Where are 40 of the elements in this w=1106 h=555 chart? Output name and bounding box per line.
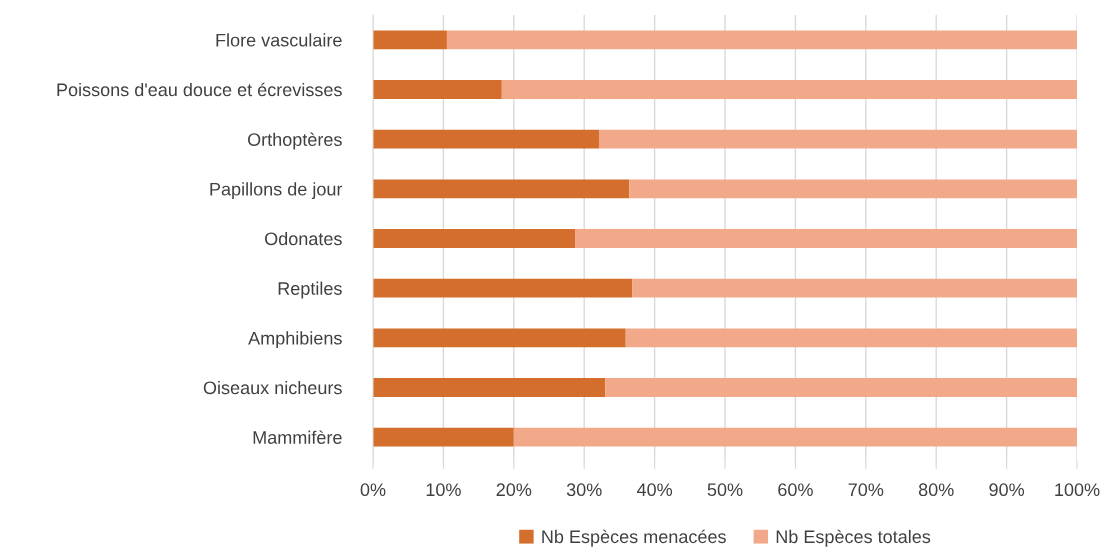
bar <box>598 129 1077 149</box>
bar <box>373 278 633 298</box>
x-tick-label: 100% <box>1055 483 1100 497</box>
y-tick-label: Poissons d'eau douce et écrevisses <box>57 82 342 97</box>
y-tick-label: Flore vasculaire <box>216 33 342 47</box>
bar <box>625 328 1077 348</box>
bar <box>513 427 1077 447</box>
y-tick-label: Mammifère <box>253 430 342 444</box>
bar <box>575 229 1077 248</box>
y-tick-label: Orthoptères <box>247 132 342 150</box>
bar <box>632 278 1077 298</box>
legend-label: Nb Espèces totales <box>776 529 931 547</box>
x-tick-label: 50% <box>707 483 743 497</box>
x-tick-label: 40% <box>636 483 673 497</box>
bar <box>629 179 1077 199</box>
x-tick-label: 20% <box>496 483 532 497</box>
bar <box>373 179 630 199</box>
bar <box>446 30 1077 50</box>
bar <box>373 229 576 248</box>
bar <box>373 378 606 397</box>
bar <box>373 129 599 149</box>
x-tick-label: 80% <box>918 483 954 497</box>
x-tick-label: 70% <box>848 483 884 497</box>
bar <box>373 328 626 348</box>
bar <box>501 80 1077 99</box>
x-tick-label: 90% <box>989 483 1025 497</box>
y-tick-label: Odonates <box>265 231 342 246</box>
y-tick-label: Amphibiens <box>248 331 342 349</box>
bar <box>373 427 514 447</box>
x-tick-label: 0% <box>360 483 386 497</box>
bar <box>605 378 1077 397</box>
x-tick-label: 10% <box>426 483 461 497</box>
legend-label: Nb Espèces menacées <box>542 529 726 547</box>
bar <box>373 80 502 99</box>
x-tick-label: 30% <box>566 483 602 497</box>
y-tick-label: Reptiles <box>278 281 342 299</box>
y-tick-label: Oiseaux nicheurs <box>203 380 342 395</box>
y-tick-label: Papillons de jour <box>210 182 343 200</box>
bar <box>373 30 447 50</box>
x-tick-label: 60% <box>778 483 813 497</box>
